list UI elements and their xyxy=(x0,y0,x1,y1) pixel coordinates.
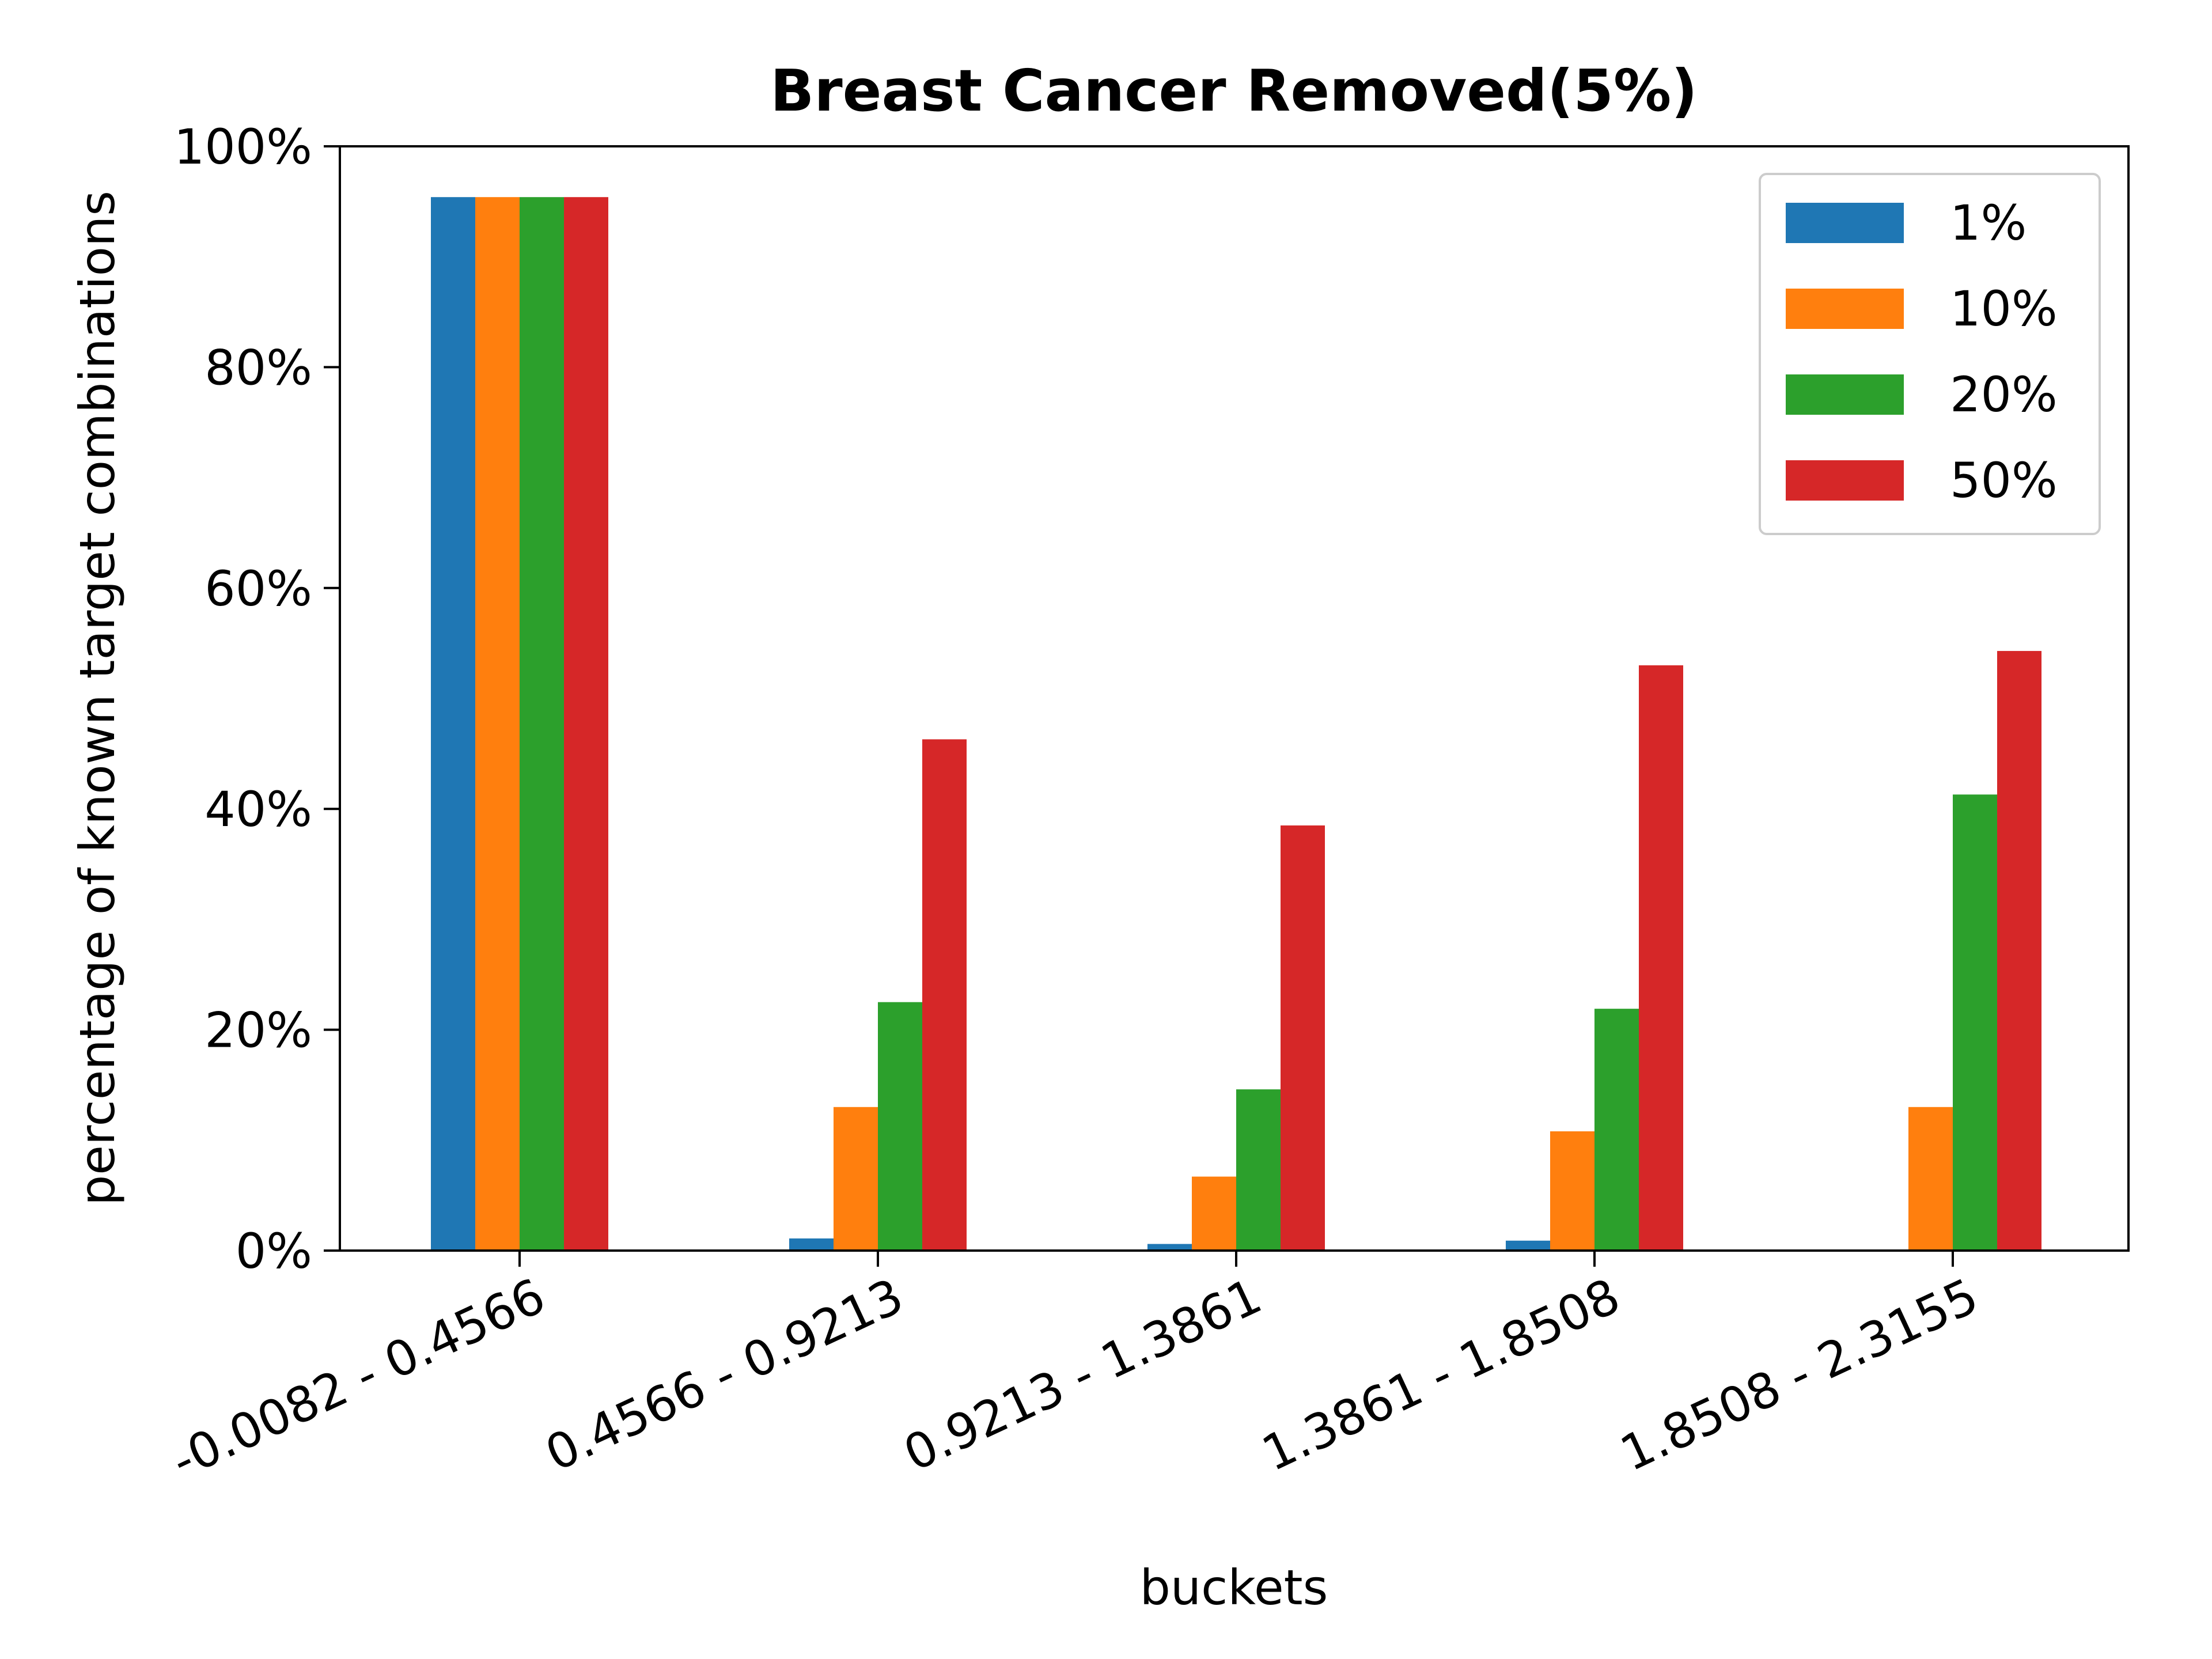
legend-swatch xyxy=(1786,374,1904,415)
bar xyxy=(1192,1176,1236,1251)
x-axis-label: buckets xyxy=(1140,1559,1328,1616)
bar xyxy=(1594,1009,1639,1251)
legend-label: 20% xyxy=(1950,366,2058,423)
bar xyxy=(1236,1089,1281,1251)
legend-swatch xyxy=(1786,460,1904,501)
plot-frame xyxy=(339,145,2130,1252)
bar xyxy=(789,1238,834,1251)
legend: 1% 10% 20% 50% xyxy=(1759,173,2101,535)
bar xyxy=(922,739,967,1251)
bar xyxy=(520,197,564,1251)
bar xyxy=(1953,794,1997,1251)
y-axis: 0% 20% 40% 60% 80% 100% xyxy=(174,119,340,1279)
bar xyxy=(1147,1244,1192,1251)
bar xyxy=(431,197,475,1251)
bars-group xyxy=(431,197,2041,1251)
y-axis-label: percentage of known target combinations xyxy=(69,191,126,1206)
y-tick-label: 80% xyxy=(204,339,312,396)
bar xyxy=(564,197,608,1251)
bar xyxy=(878,1002,922,1251)
legend-label: 1% xyxy=(1950,195,2027,251)
bar xyxy=(1506,1240,1550,1251)
bar xyxy=(1550,1131,1594,1251)
y-tick-label: 20% xyxy=(204,1002,312,1059)
y-tick-label: 40% xyxy=(204,781,312,838)
bar xyxy=(475,197,520,1251)
legend-frame xyxy=(1759,173,2101,535)
chart-title: Breast Cancer Removed(5%) xyxy=(770,57,1698,124)
legend-label: 10% xyxy=(1950,281,2058,337)
bar xyxy=(1281,825,1325,1251)
bar xyxy=(1997,651,2041,1251)
y-tick-label: 60% xyxy=(204,560,312,617)
y-tick-label: 100% xyxy=(174,119,312,175)
legend-swatch xyxy=(1786,289,1904,329)
bar xyxy=(1639,665,1683,1251)
legend-swatch xyxy=(1786,203,1904,243)
bar xyxy=(1908,1107,1953,1251)
y-tick-label: 0% xyxy=(236,1223,312,1279)
legend-label: 50% xyxy=(1950,452,2058,509)
bar xyxy=(834,1107,878,1251)
